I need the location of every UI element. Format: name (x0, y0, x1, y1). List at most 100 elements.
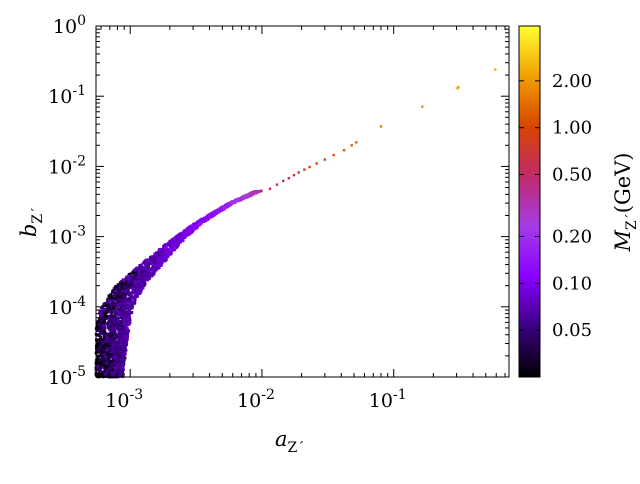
band-point (107, 327, 111, 331)
band-point (158, 250, 162, 254)
band-point (106, 322, 110, 326)
band-point (113, 337, 117, 341)
band-point (123, 298, 127, 302)
band-point (103, 312, 107, 316)
band-point (111, 320, 115, 323)
band-point (160, 250, 164, 253)
band-point (98, 338, 101, 342)
band-point (120, 358, 124, 361)
plot-frame (95, 25, 510, 378)
band-point (112, 306, 115, 310)
band-point (112, 317, 116, 321)
band-point (102, 358, 106, 362)
band-point (102, 331, 106, 334)
band-point (122, 346, 126, 349)
band-point (259, 189, 263, 193)
band-point (140, 274, 144, 278)
data-layer (94, 68, 497, 379)
band-point (117, 307, 121, 311)
band-point (95, 358, 99, 361)
band-point (111, 297, 115, 301)
band-point (121, 365, 125, 368)
band-point (96, 319, 100, 323)
band-point (101, 304, 105, 308)
band-point (102, 353, 106, 357)
band-point (140, 284, 144, 288)
y-tick-label: 10-5 (48, 364, 86, 389)
band-point (109, 314, 113, 318)
band-point (121, 316, 125, 320)
band-point (127, 279, 131, 283)
band-point (118, 293, 122, 297)
band-point (120, 362, 124, 366)
band-point (126, 298, 129, 302)
band-point (110, 359, 114, 363)
band-point (164, 253, 167, 257)
band-point (113, 370, 117, 374)
colorbar-tick-label: 2.00 (552, 71, 592, 92)
band-point (116, 307, 120, 310)
band-point (168, 253, 172, 256)
band-point (109, 366, 113, 370)
data-point (332, 153, 335, 157)
band-point (157, 259, 161, 263)
band-point (138, 265, 142, 269)
band-point (121, 309, 125, 313)
band-point (107, 298, 111, 301)
band-point (116, 283, 120, 287)
band-point (107, 299, 111, 303)
band-point (114, 296, 118, 300)
band-point (127, 273, 131, 276)
band-point (126, 330, 130, 334)
band-point (153, 258, 157, 262)
band-point (106, 302, 110, 306)
band-point (156, 260, 160, 264)
band-point (105, 351, 108, 354)
band-point (105, 300, 109, 304)
band-point (118, 311, 122, 315)
band-point (110, 361, 114, 365)
band-point (118, 355, 122, 358)
band-point (133, 301, 137, 304)
y-tick-label: 10-1 (48, 83, 86, 108)
band-point (118, 333, 122, 337)
band-point (130, 273, 134, 277)
band-point (178, 239, 182, 243)
band-point (99, 342, 103, 345)
data-point (421, 105, 424, 108)
band-point (112, 348, 115, 351)
band-point (102, 370, 106, 374)
band-point (103, 362, 107, 366)
band-point (112, 323, 115, 327)
band-point (128, 296, 132, 300)
band-point (133, 274, 137, 277)
band-point (112, 299, 116, 303)
band-point (145, 261, 149, 264)
band-point (173, 242, 176, 246)
band-point (121, 368, 125, 372)
band-point (245, 194, 249, 197)
band-point (175, 243, 179, 246)
band-point (103, 369, 107, 372)
band-point (154, 265, 157, 268)
band-point (117, 363, 121, 366)
band-point (173, 239, 177, 242)
band-point (113, 313, 117, 317)
band-point (100, 313, 103, 317)
band-point (99, 352, 103, 356)
band-point (130, 310, 133, 314)
band-point (109, 373, 112, 377)
band-point (125, 343, 128, 347)
band-point (104, 347, 108, 351)
band-point (215, 208, 219, 212)
band-point (163, 247, 167, 251)
band-point (163, 255, 167, 259)
band-point (117, 329, 121, 333)
band-point (167, 242, 171, 245)
band-point (100, 363, 103, 366)
band-point (100, 354, 104, 357)
band-point (150, 260, 154, 264)
band-point (121, 297, 125, 301)
band-point (106, 341, 110, 345)
band-point (122, 284, 126, 288)
